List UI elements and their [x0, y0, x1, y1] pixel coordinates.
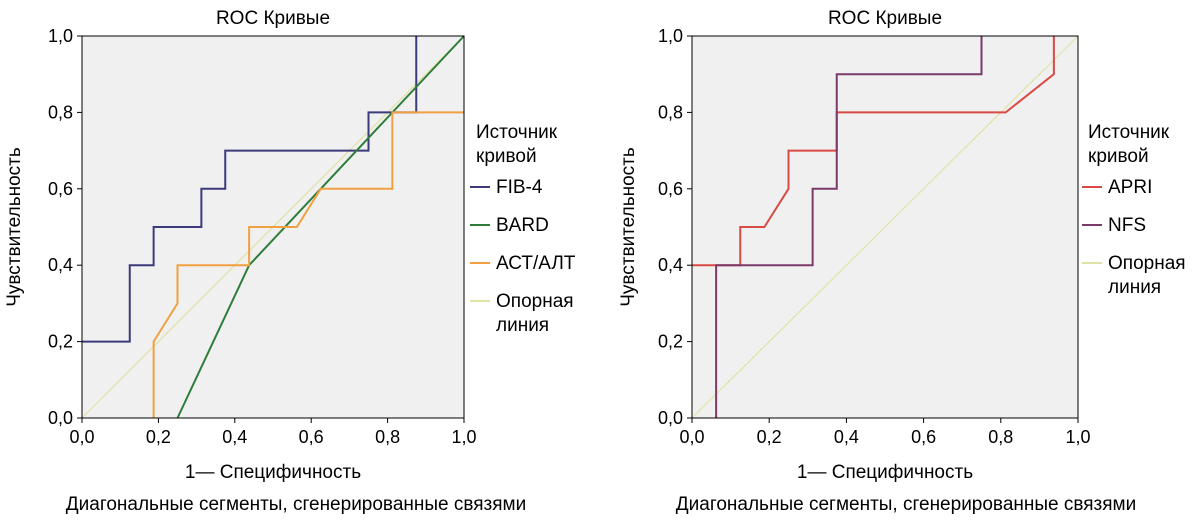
x-tick-label: 1,0	[1065, 427, 1090, 447]
y-tick-label: 0,0	[658, 408, 683, 428]
footnote: Диагональные сегменты, сгенерированные с…	[676, 494, 1136, 515]
legend-title: Источник	[476, 122, 558, 143]
legend-label: Опорная	[1108, 253, 1186, 274]
y-tick-label: 0,2	[48, 332, 73, 352]
legend-title: кривой	[1088, 146, 1149, 167]
x-tick-label: 1,0	[451, 427, 476, 447]
footnote: Диагональные сегменты, сгенерированные с…	[66, 494, 526, 515]
series-line-apri	[692, 36, 1055, 267]
y-tick-label: 0,6	[48, 179, 73, 199]
y-tick-label: 0,8	[658, 102, 683, 122]
legend-label: FIB-4	[496, 177, 543, 198]
legend-label: NFS	[1108, 215, 1146, 236]
chart-panel-1: ROC Кривые 0,0 0,2 0,4 0,6 0,8 1,0 0,0 0,2 0,4 0,6…	[4, 8, 576, 515]
legend-title: кривой	[476, 146, 537, 167]
series-line-аст-алт	[152, 111, 464, 418]
x-tick-label: 0,8	[375, 427, 400, 447]
x-tick-label: 0,2	[757, 427, 782, 447]
legend: Источник кривой APRI NFS Опорная линия	[1082, 122, 1186, 298]
series-line-fib-4	[82, 36, 418, 343]
y-tick-label: 0,0	[48, 408, 73, 428]
series-line-reference	[691, 35, 1079, 419]
x-axis-label: 1— Специфичность	[797, 462, 973, 483]
x-tick-label: 0,2	[146, 427, 171, 447]
legend-label: Опорная	[496, 291, 574, 312]
y-tick-label: 1,0	[48, 26, 73, 46]
x-tick-label: 0,4	[834, 427, 859, 447]
x-tick-label: 0,8	[988, 427, 1013, 447]
legend: Источник кривой FIB-4 BARD АСТ/АЛТ Опорная лин…	[470, 122, 576, 336]
y-tick-label: 1,0	[658, 26, 683, 46]
y-axis-label: Чувствительность	[4, 147, 25, 307]
legend-title: Источник	[1088, 122, 1170, 143]
chart-title: ROC Кривые	[828, 8, 942, 29]
x-tick-label: 0,6	[299, 427, 324, 447]
y-tick-label: 0,4	[48, 255, 73, 275]
x-tick-label: 0,4	[222, 427, 247, 447]
legend-label: линия	[496, 315, 549, 336]
legend-label: APRI	[1108, 177, 1152, 198]
y-axis-label: Чувствительность	[618, 147, 639, 307]
series-line-nfs	[715, 36, 983, 418]
x-tick-label: 0,6	[911, 427, 936, 447]
legend-label: BARD	[496, 215, 549, 236]
chart-panel-2: ROC Кривые 0,0 0,2 0,4 0,6 0,8 1,0 0,0 0,2 0,4 0,6…	[618, 8, 1186, 515]
chart-title: ROC Кривые	[216, 8, 330, 29]
y-tick-label: 0,4	[658, 255, 683, 275]
legend-label: линия	[1108, 277, 1161, 298]
y-tick-label: 0,8	[48, 102, 73, 122]
y-tick-label: 0,2	[658, 332, 683, 352]
y-tick-label: 0,6	[658, 179, 683, 199]
x-axis-label: 1— Специфичность	[185, 462, 361, 483]
plot-frame	[81, 35, 465, 419]
x-tick-label: 0,0	[69, 427, 94, 447]
x-tick-label: 0,0	[679, 427, 704, 447]
plot-frame	[691, 35, 1079, 419]
legend-label: АСТ/АЛТ	[496, 253, 576, 274]
